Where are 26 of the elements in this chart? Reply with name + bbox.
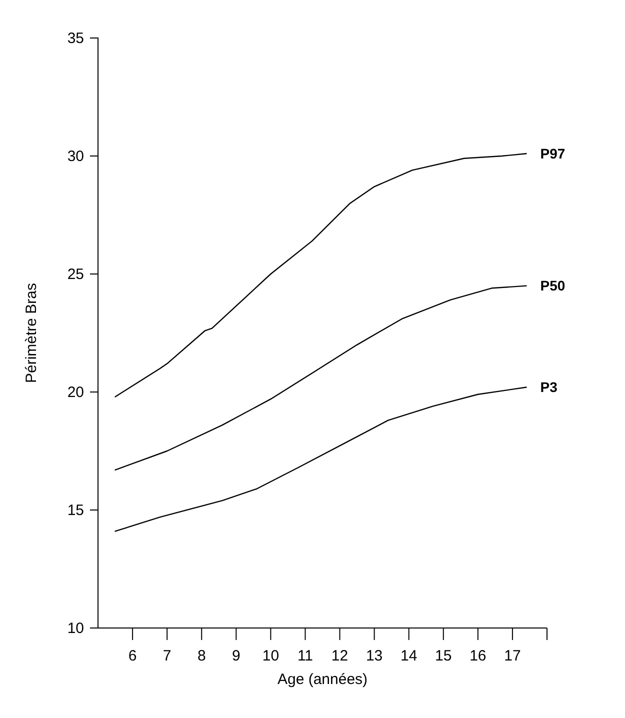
y-tick-label: 35 — [67, 30, 84, 47]
x-tick-label: 17 — [504, 648, 521, 665]
x-tick-label: 12 — [331, 648, 348, 665]
y-tick-label: 10 — [67, 620, 84, 637]
x-tick-label: 6 — [128, 648, 137, 665]
series-label: P3 — [540, 379, 558, 396]
x-tick-label: 14 — [400, 648, 418, 665]
x-tick-label: 11 — [297, 648, 314, 665]
x-tick-label: 13 — [366, 648, 383, 665]
x-tick-label: 9 — [232, 648, 240, 665]
x-tick-label: 15 — [435, 648, 452, 665]
x-tick-label: 8 — [197, 648, 206, 665]
y-tick-label: 15 — [67, 502, 84, 519]
x-tick-label: 16 — [470, 648, 486, 665]
series-label: P97 — [540, 146, 566, 162]
x-tick-label: 7 — [162, 648, 172, 665]
x-tick-label: 10 — [262, 648, 280, 665]
line-series — [114, 285, 527, 470]
line-series — [114, 153, 527, 398]
y-axis-title: Périmètre Bras — [23, 282, 40, 384]
y-tick-label: 20 — [67, 384, 84, 401]
x-axis-title: Age (années) — [277, 671, 368, 688]
y-tick-label: 25 — [67, 266, 84, 283]
line-series — [114, 386, 527, 532]
y-tick-label: 30 — [67, 148, 84, 165]
series-label: P50 — [540, 278, 566, 294]
